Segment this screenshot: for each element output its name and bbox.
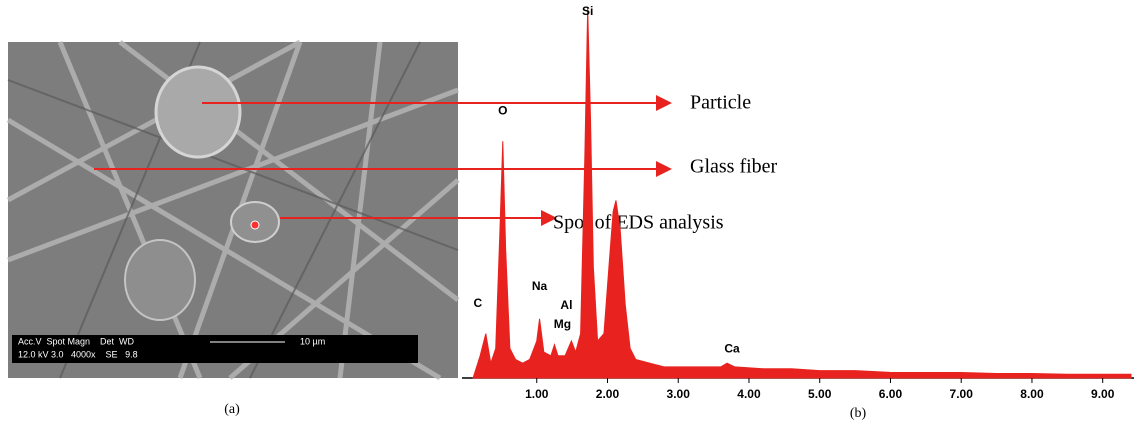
x-tick-label: 3.00 (667, 387, 691, 401)
peak-label: Na (532, 279, 548, 293)
x-tick-label: 7.00 (950, 387, 974, 401)
peak-label: Si (582, 4, 593, 18)
peak-label: O (498, 103, 507, 117)
scale-label: 10 µm (300, 336, 325, 346)
info-bar (12, 335, 418, 363)
caption: (b) (850, 406, 867, 421)
eds-spot (250, 220, 260, 230)
callout-label: Spot of EDS analysis (553, 212, 724, 234)
x-tick-label: 2.00 (596, 387, 620, 401)
x-tick-label: 8.00 (1020, 387, 1044, 401)
particle (124, 239, 196, 321)
info-header: Acc.V Spot Magn Det WD (18, 336, 135, 346)
callout-arrows (94, 95, 672, 226)
peak-label: Ca (724, 341, 740, 355)
peak-label: C (473, 296, 482, 310)
x-tick-label: 1.00 (525, 387, 549, 401)
x-tick-label: 4.00 (737, 387, 761, 401)
caption: (a) (224, 402, 240, 417)
sem-image: Acc.V Spot Magn Det WD 12.0 kV 3.0 4000x… (6, 39, 460, 381)
spectrum (472, 7, 1132, 379)
info-values: 12.0 kV 3.0 4000x SE 9.8 (18, 349, 138, 359)
callout-label: Glass fiber (690, 156, 778, 178)
callout-label: Particle (690, 92, 751, 114)
particle (154, 65, 242, 159)
peak-label: Mg (554, 317, 571, 331)
x-tick-label: 6.00 (879, 387, 903, 401)
peak-label: Al (560, 298, 572, 312)
x-tick-label: 9.00 (1091, 387, 1115, 401)
x-tick-label: 5.00 (808, 387, 832, 401)
